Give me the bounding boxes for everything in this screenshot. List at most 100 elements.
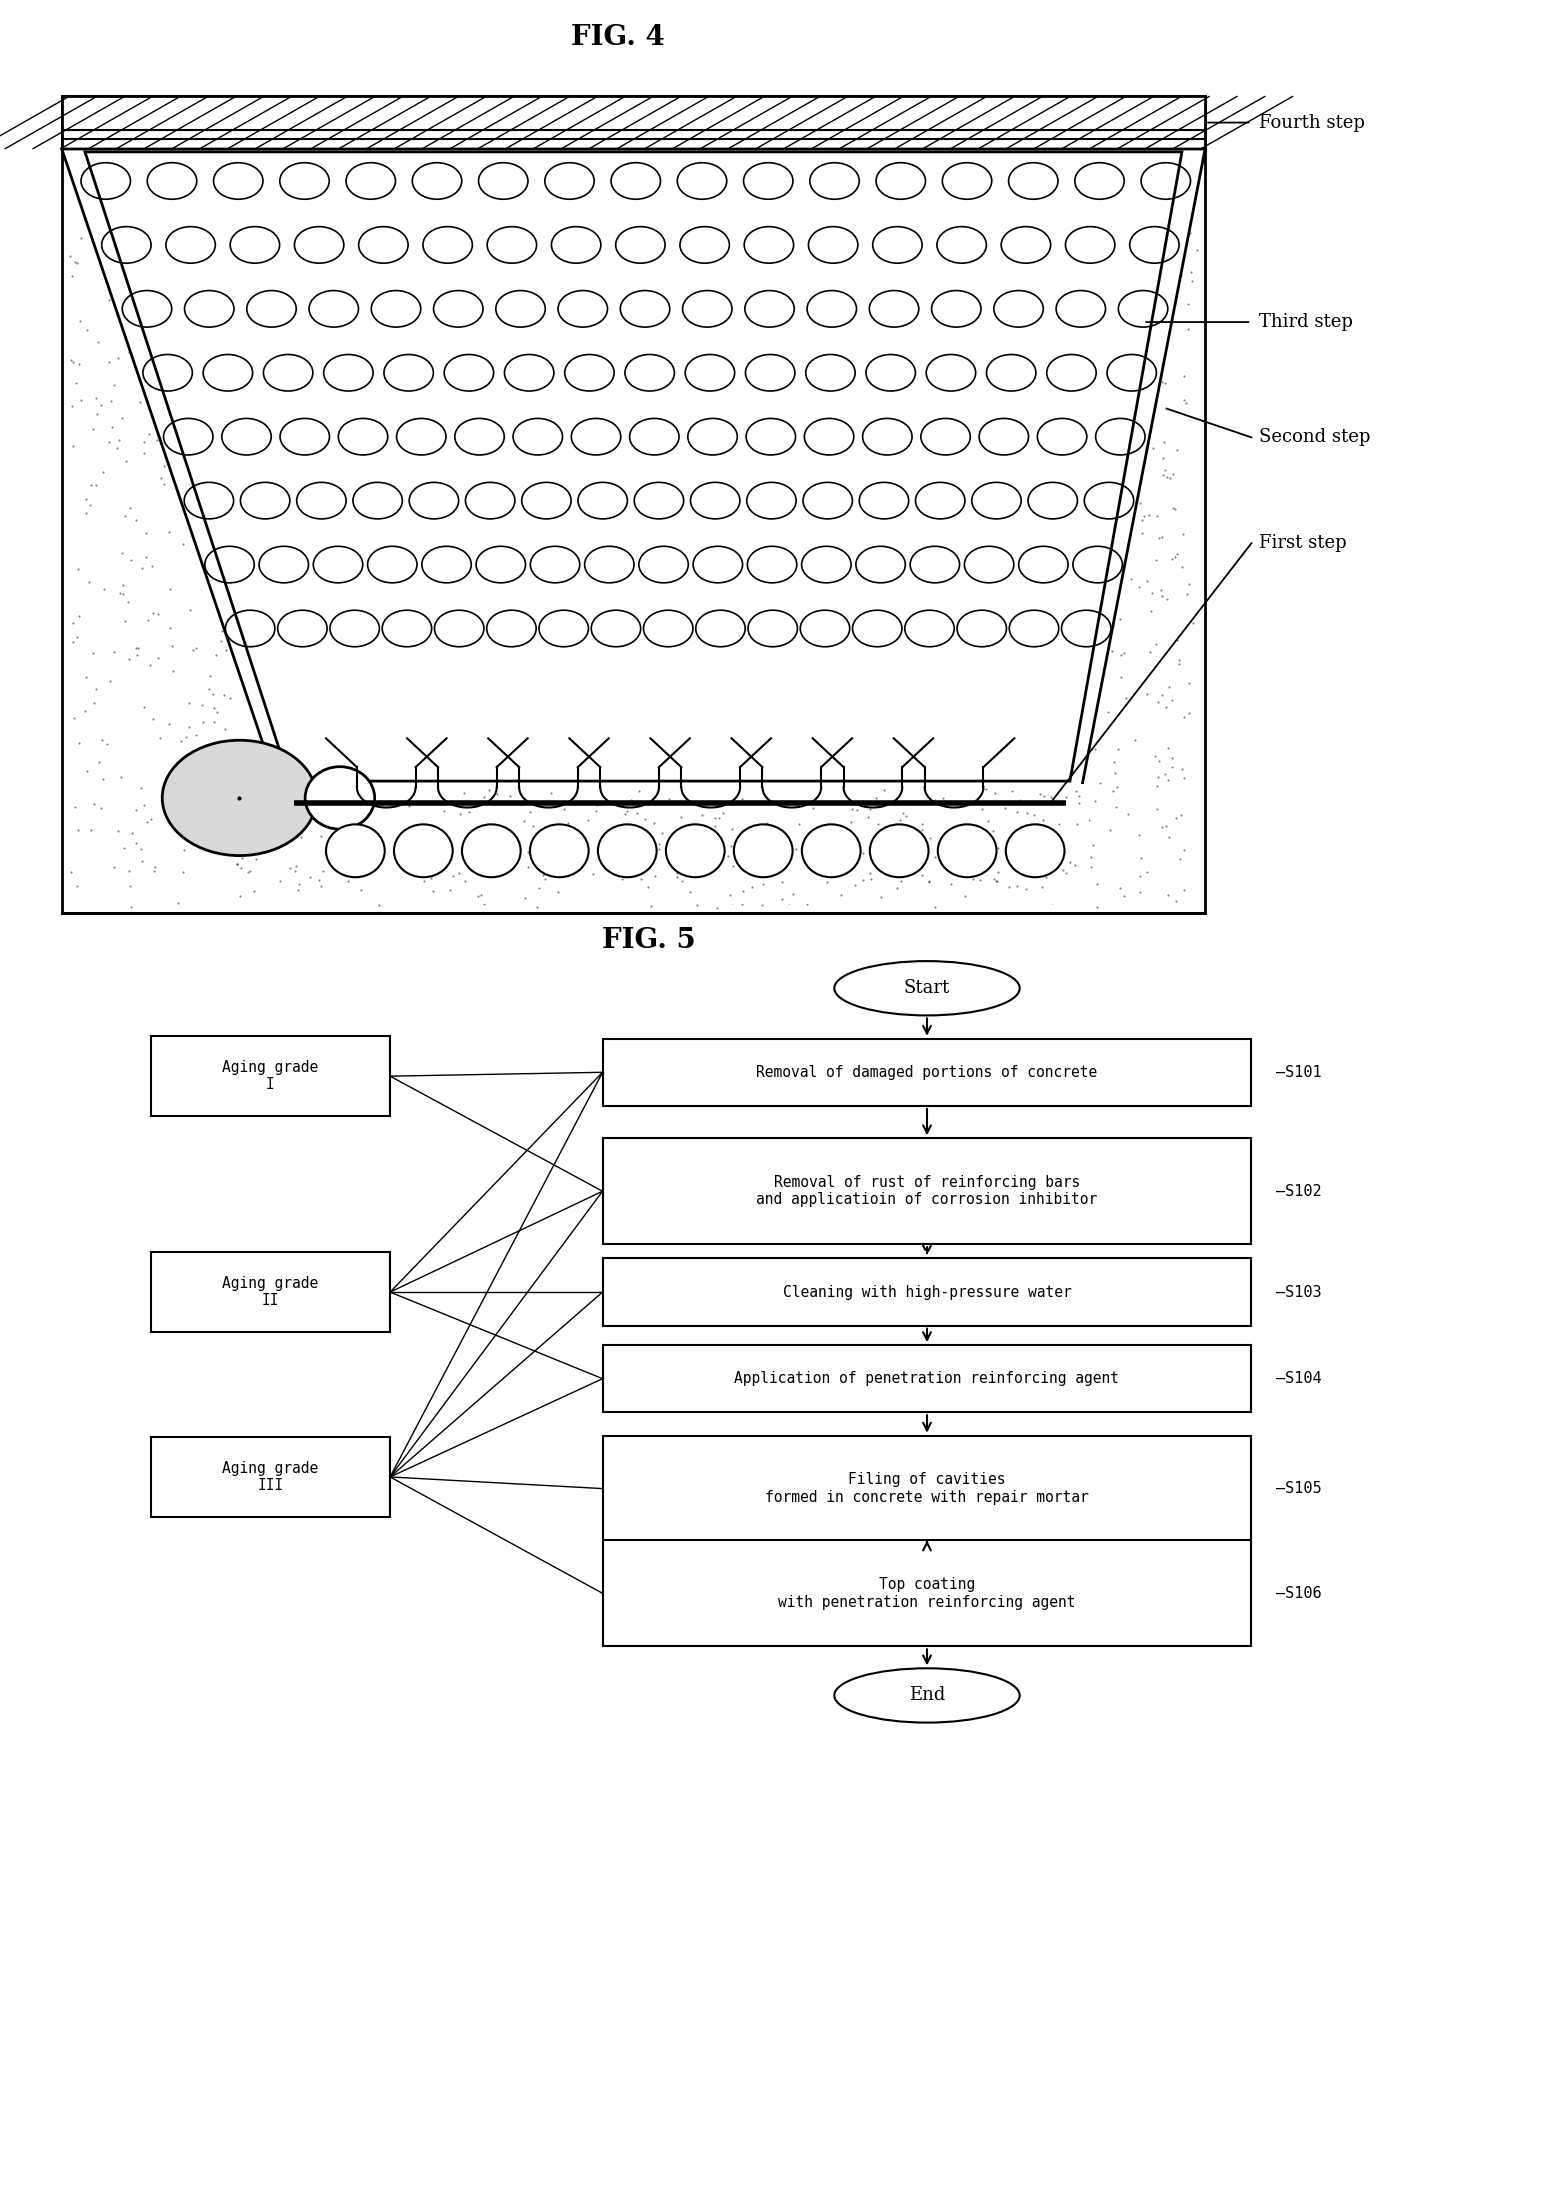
Ellipse shape — [358, 228, 408, 263]
Ellipse shape — [802, 824, 861, 877]
Ellipse shape — [677, 164, 726, 199]
Ellipse shape — [260, 546, 309, 583]
Ellipse shape — [423, 228, 473, 263]
Ellipse shape — [1048, 354, 1097, 391]
Bar — [150, 1036, 391, 1116]
Ellipse shape — [932, 290, 981, 327]
Ellipse shape — [368, 546, 417, 583]
Ellipse shape — [371, 290, 420, 327]
Ellipse shape — [800, 610, 850, 648]
Ellipse shape — [572, 418, 621, 455]
Ellipse shape — [1001, 228, 1051, 263]
Ellipse shape — [122, 290, 171, 327]
Ellipse shape — [80, 164, 130, 199]
Ellipse shape — [314, 546, 363, 583]
Ellipse shape — [956, 610, 1006, 648]
Ellipse shape — [204, 354, 253, 391]
Ellipse shape — [280, 418, 329, 455]
Ellipse shape — [615, 228, 666, 263]
Ellipse shape — [545, 164, 595, 199]
Ellipse shape — [806, 354, 856, 391]
Ellipse shape — [552, 228, 601, 263]
Ellipse shape — [743, 164, 793, 199]
Ellipse shape — [422, 546, 471, 583]
Ellipse shape — [479, 164, 528, 199]
Ellipse shape — [331, 610, 380, 648]
Ellipse shape — [530, 546, 579, 583]
Ellipse shape — [683, 290, 732, 327]
Ellipse shape — [465, 482, 514, 519]
Ellipse shape — [263, 354, 312, 391]
Bar — [603, 1039, 1251, 1105]
Ellipse shape — [184, 482, 233, 519]
Ellipse shape — [513, 418, 562, 455]
Ellipse shape — [853, 610, 902, 648]
Ellipse shape — [382, 610, 431, 648]
Ellipse shape — [1129, 228, 1179, 263]
Ellipse shape — [870, 290, 919, 327]
Ellipse shape — [746, 354, 796, 391]
Text: —S101: —S101 — [1276, 1065, 1323, 1081]
Ellipse shape — [980, 418, 1029, 455]
Ellipse shape — [1009, 610, 1058, 648]
Ellipse shape — [1037, 418, 1086, 455]
Ellipse shape — [147, 164, 196, 199]
Ellipse shape — [454, 418, 504, 455]
Ellipse shape — [993, 290, 1043, 327]
Ellipse shape — [870, 824, 929, 877]
Ellipse shape — [487, 228, 536, 263]
Text: Filing of cavities
formed in concrete with repair mortar: Filing of cavities formed in concrete wi… — [765, 1472, 1089, 1505]
Ellipse shape — [865, 354, 915, 391]
Ellipse shape — [164, 418, 213, 455]
Ellipse shape — [413, 164, 462, 199]
Ellipse shape — [745, 290, 794, 327]
Ellipse shape — [1066, 228, 1115, 263]
Ellipse shape — [876, 164, 925, 199]
Text: Third step: Third step — [1259, 314, 1353, 332]
Text: End: End — [908, 1686, 946, 1704]
Ellipse shape — [102, 228, 151, 263]
Ellipse shape — [856, 546, 905, 583]
Ellipse shape — [504, 354, 555, 391]
Ellipse shape — [1095, 418, 1145, 455]
Ellipse shape — [972, 482, 1021, 519]
Ellipse shape — [1106, 354, 1156, 391]
Ellipse shape — [986, 354, 1035, 391]
Ellipse shape — [686, 354, 735, 391]
Ellipse shape — [1057, 290, 1106, 327]
Ellipse shape — [165, 228, 215, 263]
Ellipse shape — [640, 546, 689, 583]
Text: —S103: —S103 — [1276, 1284, 1323, 1299]
Ellipse shape — [297, 482, 346, 519]
Ellipse shape — [666, 824, 725, 877]
Text: Start: Start — [904, 979, 950, 997]
Ellipse shape — [1142, 164, 1191, 199]
Ellipse shape — [1018, 546, 1068, 583]
Bar — [150, 1436, 391, 1516]
Ellipse shape — [905, 610, 955, 648]
Ellipse shape — [942, 164, 992, 199]
Ellipse shape — [476, 546, 525, 583]
Ellipse shape — [745, 228, 794, 263]
Ellipse shape — [806, 290, 856, 327]
Ellipse shape — [916, 482, 966, 519]
Ellipse shape — [746, 418, 796, 455]
Ellipse shape — [162, 740, 317, 855]
Ellipse shape — [213, 164, 263, 199]
Ellipse shape — [142, 354, 192, 391]
Ellipse shape — [462, 824, 521, 877]
Ellipse shape — [306, 767, 375, 829]
Ellipse shape — [808, 228, 857, 263]
Ellipse shape — [633, 482, 683, 519]
Ellipse shape — [624, 354, 675, 391]
Ellipse shape — [921, 418, 970, 455]
Ellipse shape — [434, 610, 484, 648]
Ellipse shape — [539, 610, 589, 648]
Ellipse shape — [247, 290, 297, 327]
Text: First step: First step — [1259, 535, 1347, 552]
Text: Application of penetration reinforcing agent: Application of penetration reinforcing a… — [734, 1370, 1120, 1386]
Text: FIG. 5: FIG. 5 — [603, 928, 695, 955]
Bar — [603, 1138, 1251, 1244]
Bar — [270, 785, 1089, 904]
Ellipse shape — [558, 290, 607, 327]
